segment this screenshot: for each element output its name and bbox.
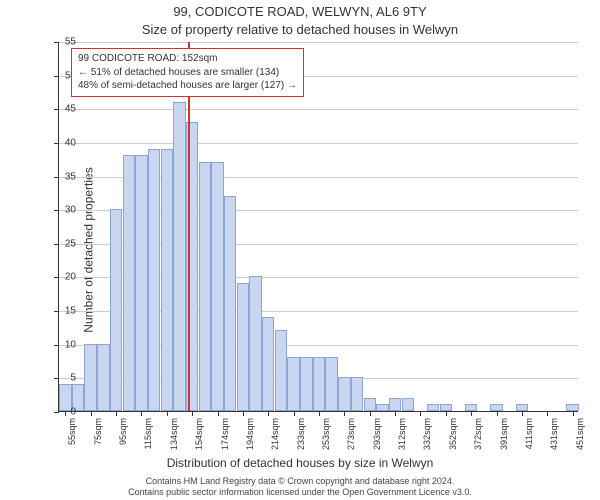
histogram-bar bbox=[325, 357, 337, 411]
footer: Contains HM Land Registry data © Crown c… bbox=[0, 476, 600, 499]
x-tick-label: 332sqm bbox=[422, 418, 432, 450]
histogram-bar bbox=[135, 155, 147, 411]
reference-line bbox=[188, 42, 190, 411]
footer-line1: Contains HM Land Registry data © Crown c… bbox=[0, 476, 600, 487]
histogram-bar bbox=[351, 377, 363, 411]
y-tick-label: 10 bbox=[46, 339, 76, 350]
y-tick-label: 25 bbox=[46, 238, 76, 249]
x-tick-mark bbox=[547, 411, 548, 416]
histogram-bar bbox=[402, 398, 414, 411]
x-tick-label: 312sqm bbox=[397, 418, 407, 450]
x-tick-mark bbox=[192, 411, 193, 416]
x-tick-mark bbox=[370, 411, 371, 416]
x-tick-label: 391sqm bbox=[499, 418, 509, 450]
histogram-bar bbox=[211, 162, 223, 411]
y-tick-label: 35 bbox=[46, 171, 76, 182]
gridline bbox=[59, 109, 578, 110]
x-tick-mark bbox=[420, 411, 421, 416]
x-tick-label: 253sqm bbox=[321, 418, 331, 450]
histogram-bar bbox=[427, 404, 439, 411]
histogram-bar bbox=[275, 330, 287, 411]
x-tick-label: 352sqm bbox=[448, 418, 458, 450]
histogram-bar bbox=[237, 283, 249, 411]
y-tick-label: 0 bbox=[46, 407, 76, 418]
histogram-bar bbox=[364, 398, 376, 411]
x-tick-label: 75sqm bbox=[93, 418, 103, 445]
footer-line2: Contains public sector information licen… bbox=[0, 487, 600, 498]
histogram-bar bbox=[262, 317, 274, 411]
chart-stage: 99, CODICOTE ROAD, WELWYN, AL6 9TY Size … bbox=[0, 0, 600, 500]
callout-line3: 48% of semi-detached houses are larger (… bbox=[78, 79, 297, 93]
histogram-bar bbox=[287, 357, 299, 411]
histogram-bar bbox=[97, 344, 109, 411]
x-tick-mark bbox=[141, 411, 142, 416]
title-address: 99, CODICOTE ROAD, WELWYN, AL6 9TY bbox=[0, 4, 600, 19]
x-tick-label: 194sqm bbox=[245, 418, 255, 450]
histogram-bar bbox=[224, 196, 236, 411]
x-tick-mark bbox=[446, 411, 447, 416]
y-tick-label: 45 bbox=[46, 104, 76, 115]
callout-line2: ← 51% of detached houses are smaller (13… bbox=[78, 66, 297, 80]
x-tick-mark bbox=[91, 411, 92, 416]
histogram-bar bbox=[84, 344, 96, 411]
x-tick-mark bbox=[243, 411, 244, 416]
x-tick-label: 214sqm bbox=[270, 418, 280, 450]
x-tick-mark bbox=[268, 411, 269, 416]
title-subtitle: Size of property relative to detached ho… bbox=[0, 22, 600, 37]
y-tick-label: 15 bbox=[46, 306, 76, 317]
y-tick-label: 30 bbox=[46, 205, 76, 216]
x-tick-mark bbox=[344, 411, 345, 416]
y-tick-label: 20 bbox=[46, 272, 76, 283]
y-tick-label: 40 bbox=[46, 137, 76, 148]
x-tick-mark bbox=[522, 411, 523, 416]
x-tick-label: 411sqm bbox=[524, 418, 534, 449]
x-tick-mark bbox=[395, 411, 396, 416]
x-tick-label: 134sqm bbox=[169, 418, 179, 450]
x-tick-mark bbox=[573, 411, 574, 416]
x-tick-label: 293sqm bbox=[372, 418, 382, 450]
histogram-bar bbox=[313, 357, 325, 411]
gridline bbox=[59, 42, 578, 43]
x-tick-label: 95sqm bbox=[118, 418, 128, 445]
x-tick-mark bbox=[471, 411, 472, 416]
x-tick-label: 55sqm bbox=[67, 418, 77, 445]
histogram-bar bbox=[110, 209, 122, 411]
x-tick-label: 451sqm bbox=[575, 418, 585, 450]
x-tick-mark bbox=[497, 411, 498, 416]
y-tick-label: 55 bbox=[46, 37, 76, 48]
y-tick-label: 5 bbox=[46, 373, 76, 384]
histogram-bar bbox=[566, 404, 578, 411]
plot-area: 99 CODICOTE ROAD: 152sqm ← 51% of detach… bbox=[58, 42, 578, 412]
histogram-bar bbox=[338, 377, 350, 411]
histogram-bar bbox=[300, 357, 312, 411]
histogram-bar bbox=[148, 149, 160, 411]
histogram-bar bbox=[465, 404, 477, 411]
x-tick-label: 115sqm bbox=[143, 418, 153, 449]
x-tick-mark bbox=[218, 411, 219, 416]
x-tick-label: 273sqm bbox=[346, 418, 356, 450]
histogram-bar bbox=[376, 404, 388, 411]
x-tick-label: 431sqm bbox=[549, 418, 559, 450]
x-axis-label: Distribution of detached houses by size … bbox=[0, 456, 600, 470]
x-tick-label: 154sqm bbox=[194, 418, 204, 450]
callout-line1: 99 CODICOTE ROAD: 152sqm bbox=[78, 52, 297, 66]
histogram-bar bbox=[389, 398, 401, 411]
histogram-bar bbox=[516, 404, 528, 411]
histogram-bar bbox=[199, 162, 211, 411]
x-tick-mark bbox=[116, 411, 117, 416]
x-tick-mark bbox=[294, 411, 295, 416]
histogram-bar bbox=[123, 155, 135, 411]
reference-callout: 99 CODICOTE ROAD: 152sqm ← 51% of detach… bbox=[71, 48, 304, 97]
x-tick-label: 174sqm bbox=[220, 418, 230, 450]
histogram-bar bbox=[249, 276, 261, 411]
x-tick-label: 233sqm bbox=[296, 418, 306, 450]
gridline bbox=[59, 143, 578, 144]
histogram-bar bbox=[440, 404, 452, 411]
x-tick-mark bbox=[167, 411, 168, 416]
x-tick-mark bbox=[319, 411, 320, 416]
histogram-bar bbox=[161, 149, 173, 411]
histogram-bar bbox=[173, 102, 185, 411]
x-tick-label: 372sqm bbox=[473, 418, 483, 450]
histogram-bar bbox=[490, 404, 502, 411]
